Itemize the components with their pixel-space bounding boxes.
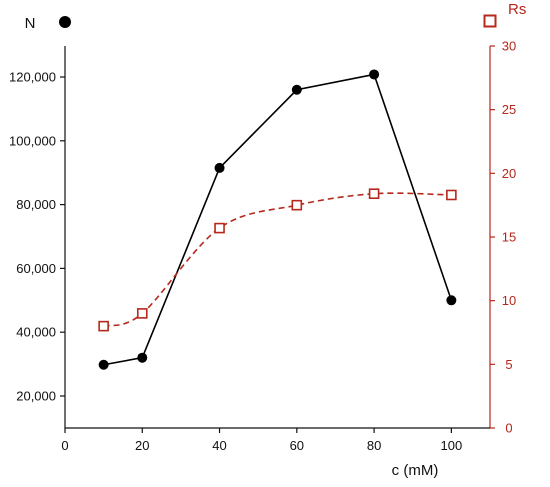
left-y-tick-label: 80,000	[16, 197, 56, 212]
right-y-tick-label: 30	[502, 39, 516, 54]
x-tick-label: 60	[290, 438, 304, 453]
right-y-ticks: 0 5 10 15 20 25 30	[490, 39, 516, 436]
series-line-n	[103, 73, 453, 366]
x-tick-label: 20	[135, 438, 149, 453]
data-point-rs	[136, 308, 148, 319]
right-y-tick-label: 0	[505, 421, 512, 436]
x-axis: 0 20 40 60 80 100 c (mM)	[61, 427, 490, 479]
legend-marker-rs	[483, 14, 497, 28]
left-y-tick-label: 20,000	[16, 389, 56, 404]
data-point-n	[369, 69, 380, 80]
left-y-axis-title: N	[25, 15, 36, 32]
left-y-tick-label: 60,000	[16, 261, 56, 276]
left-y-tick-label: 40,000	[16, 325, 56, 340]
x-tick-label: 0	[61, 438, 68, 453]
series-line-rs	[103, 192, 452, 327]
left-y-ticks: 20,000 40,000 60,000 80,000 100,000 120,000	[9, 70, 65, 404]
x-tick-label: 80	[367, 438, 381, 453]
legend-marker-n	[59, 16, 71, 28]
right-y-axis: 0 5 10 15 20 25 30 Rs	[483, 1, 526, 436]
right-y-tick-label: 5	[505, 357, 512, 372]
data-point-n	[291, 84, 302, 95]
right-y-tick-label: 25	[502, 102, 516, 117]
x-ticks: 0 20 40 60 80 100	[61, 428, 462, 453]
left-y-axis: 20,000 40,000 60,000 80,000 100,000 120,000 N	[9, 15, 71, 428]
left-y-tick-label: 100,000	[9, 133, 56, 148]
data-point-n	[137, 352, 148, 363]
x-tick-label: 100	[441, 438, 463, 453]
data-point-n	[214, 162, 225, 173]
data-point-rs	[214, 222, 225, 234]
x-tick-label: 40	[212, 438, 226, 453]
left-y-tick-label: 120,000	[9, 70, 56, 85]
data-point-rs	[291, 199, 303, 211]
right-y-axis-title: Rs	[508, 1, 526, 18]
data-point-rs	[368, 188, 380, 200]
plot-area	[98, 69, 457, 370]
right-y-tick-label: 20	[502, 166, 516, 181]
right-y-tick-label: 10	[502, 293, 516, 308]
right-y-tick-label: 15	[502, 230, 516, 245]
data-point-n	[446, 295, 457, 306]
x-axis-title: c (mM)	[392, 462, 439, 479]
data-point-rs	[446, 189, 457, 201]
data-point-n	[98, 359, 109, 370]
data-point-rs	[98, 320, 109, 332]
